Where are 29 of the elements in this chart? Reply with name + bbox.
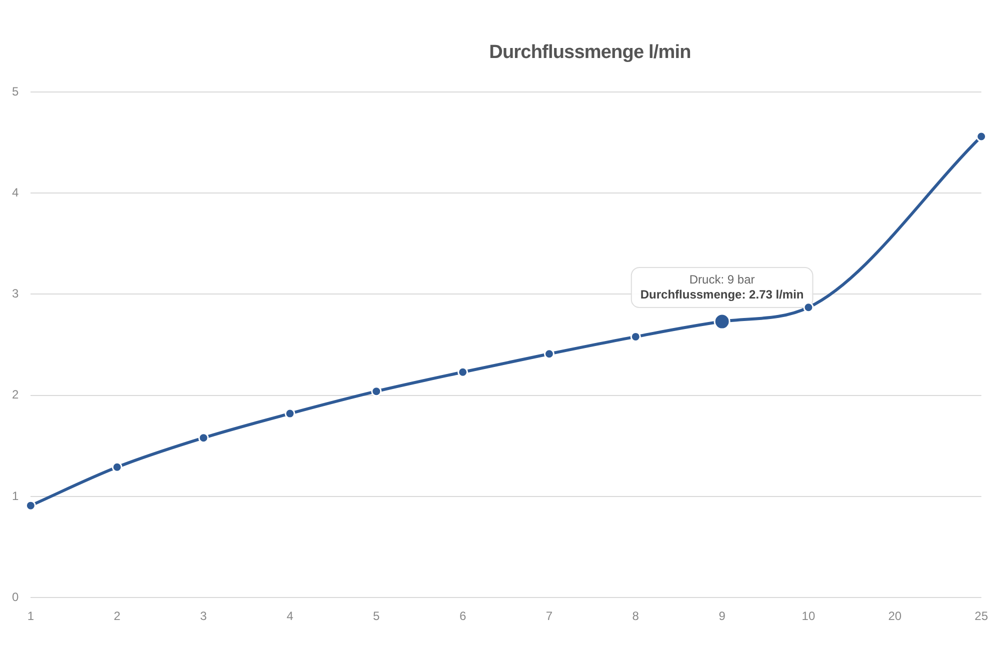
y-tick-label: 0: [12, 590, 19, 604]
x-tick-label: 20: [888, 609, 902, 624]
y-tick-label: 3: [12, 286, 19, 301]
point: [112, 462, 122, 472]
point: [284, 408, 296, 419]
point: [25, 500, 36, 511]
point: [371, 386, 382, 397]
x-tick-label: 2: [114, 609, 121, 624]
x-tick-label: 9: [718, 609, 726, 624]
x-tick-label: 8: [632, 609, 640, 624]
x-tick-label: 3: [200, 609, 208, 624]
y-tick-label: 4: [12, 185, 19, 200]
point: [803, 302, 814, 313]
x-tick-label: 4: [286, 609, 294, 624]
x-tick-label: 7: [546, 609, 553, 624]
x-tick-label: 25: [974, 609, 988, 624]
x-tick-label: 10: [802, 609, 816, 624]
x-tick-label: 5: [373, 609, 380, 624]
x-tick-label: 1: [27, 609, 34, 624]
point: [458, 366, 468, 378]
y-tick-label: 1: [12, 488, 19, 503]
chart-title: Durchflussmenge l/min: [489, 42, 691, 64]
point: [198, 432, 209, 444]
y-tick-label: 2: [12, 388, 19, 402]
y-tick-label: 5: [12, 84, 19, 98]
x-tick-label: 6: [459, 609, 466, 624]
annotation: Druck: 9 bar Durchflussmenge: 2.73 l/min: [640, 272, 804, 302]
point: [544, 348, 554, 360]
point: [976, 131, 987, 142]
